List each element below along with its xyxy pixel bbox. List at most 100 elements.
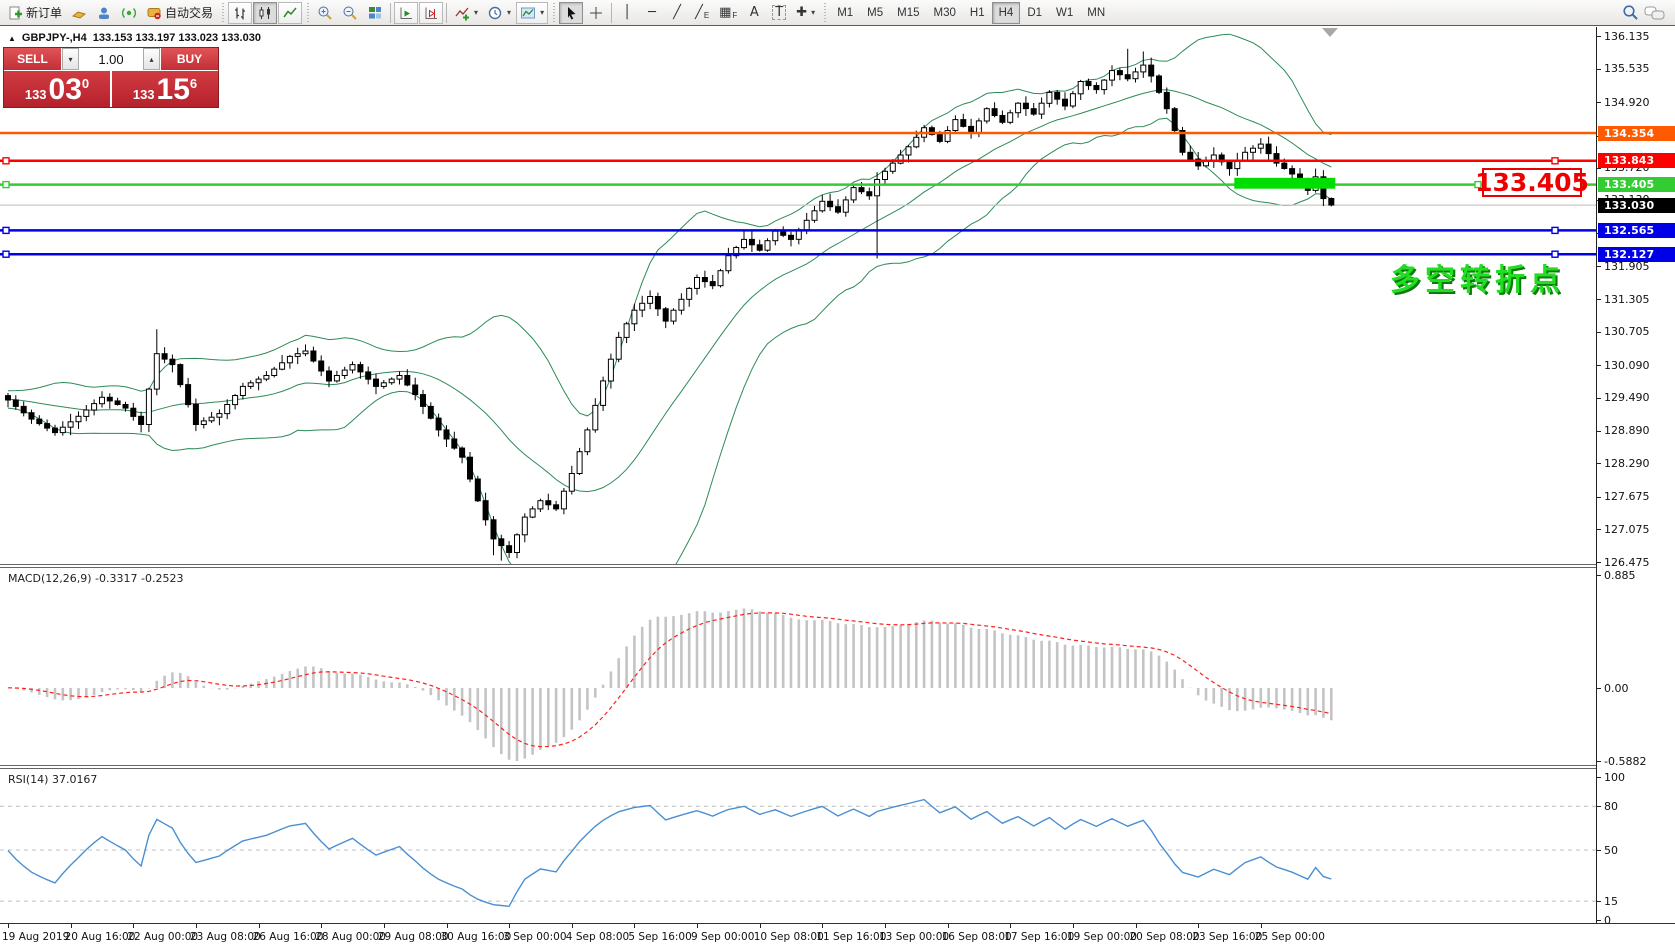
time-tick-label: 30 Aug 16:00 — [440, 931, 512, 943]
horizontal-line-icon: ─ — [648, 5, 656, 20]
price-line-tag: 132.127 — [1598, 246, 1675, 262]
price-line-tag: 132.565 — [1598, 222, 1675, 238]
highlight-zone[interactable] — [1234, 177, 1336, 189]
timeframe-button-h4[interactable]: H4 — [991, 1, 1021, 24]
vertical-line-tool-button[interactable]: │ — [615, 2, 639, 24]
auto-scroll-button[interactable] — [394, 1, 419, 24]
text-tool-icon: A — [749, 5, 759, 20]
trendline-tool-button[interactable]: ╱ — [665, 2, 689, 24]
channel-icon: ╱ — [694, 5, 703, 20]
price-tick-label: 128.290 — [1604, 456, 1650, 470]
time-tick-label: 22 Aug 00:00 — [127, 931, 199, 943]
arrows-tool-button[interactable]: ✚ ▾ — [792, 2, 819, 24]
time-tick-label: 16 Sep 08:00 — [941, 931, 1012, 943]
zoom-out-icon — [342, 5, 358, 21]
timeframe-button-d1[interactable]: D1 — [1020, 2, 1049, 24]
timeframe-button-m30[interactable]: M30 — [927, 2, 963, 24]
periods-button[interactable]: ▾ — [483, 2, 515, 24]
panel-divider[interactable] — [0, 564, 1675, 568]
buy-price-sup: 6 — [189, 76, 198, 91]
crosshair-icon — [588, 5, 604, 21]
price-callout-box[interactable]: 133.405 — [1475, 168, 1589, 197]
auto-scroll-icon — [398, 5, 414, 21]
chart-area[interactable]: ▲ GBPJPY-,H4 133.153 133.197 133.023 133… — [0, 27, 1675, 947]
volume-input[interactable]: 1.00 — [79, 48, 143, 70]
toolbar: 新订单 自动交易 — [0, 0, 1675, 26]
signals-icon — [121, 5, 137, 21]
crosshair-tool-button[interactable] — [584, 2, 608, 24]
buy-button[interactable]: BUY — [160, 48, 218, 70]
sell-price-display[interactable]: 133 03 0 — [4, 71, 112, 107]
price-tick-label: 130.090 — [1604, 358, 1650, 372]
price-line-tag: 133.405 — [1598, 177, 1675, 193]
profile-icon — [96, 5, 112, 21]
time-tick-label: 28 Aug 00:00 — [315, 931, 386, 943]
price-axis[interactable]: 136.135135.535134.920134.305133.720133.1… — [1596, 27, 1675, 927]
macd-tick-label: 0.885 — [1604, 568, 1636, 582]
volume-increase-button[interactable]: ▴ — [143, 48, 160, 70]
bar-chart-icon — [232, 5, 248, 21]
timeframe-buttons: M1 M5 M15 M30 H1 H4 D1 W1 MN — [830, 1, 1112, 24]
arrows-icon: ✚ — [796, 5, 808, 20]
time-tick-label: 3 Sep 00:00 — [503, 931, 567, 943]
new-order-button[interactable]: 新订单 — [3, 2, 66, 24]
fibonacci-tool-button[interactable]: ▦ F — [715, 2, 741, 24]
panel-divider[interactable] — [0, 765, 1675, 769]
add-indicator-button[interactable]: ▾ — [450, 2, 482, 24]
new-order-icon — [7, 5, 23, 21]
collapse-panel-icon[interactable]: ▲ — [8, 33, 16, 43]
toolbar-separator — [220, 2, 226, 23]
volume-decrease-button[interactable]: ▾ — [62, 48, 79, 70]
text-label-tool-button[interactable]: T — [767, 2, 791, 24]
axis-frame-line — [0, 923, 1675, 924]
template-icon — [520, 5, 536, 21]
tile-windows-button[interactable] — [363, 2, 387, 24]
chart-shift-marker-icon[interactable] — [1322, 28, 1338, 37]
virtual-hosting-button[interactable] — [92, 2, 116, 24]
signals-button[interactable] — [117, 2, 141, 24]
chart-shift-button[interactable] — [419, 1, 444, 24]
rsi-tick-label: 100 — [1604, 770, 1625, 784]
chat-icon[interactable] — [1644, 5, 1666, 21]
macd-indicator-panel[interactable] — [0, 568, 1596, 765]
fibonacci-sub-label: F — [732, 11, 738, 20]
channel-tool-button[interactable]: ╱ E — [690, 2, 714, 24]
main-price-chart[interactable] — [0, 27, 1596, 564]
bar-chart-button[interactable] — [228, 1, 253, 24]
price-tick-label: 127.075 — [1604, 522, 1650, 536]
timeframe-button-m1[interactable]: M1 — [830, 2, 860, 24]
timeframe-button-m15[interactable]: M15 — [890, 2, 926, 24]
candlestick-chart-button[interactable] — [253, 1, 278, 24]
cursor-icon — [563, 5, 579, 21]
annotation-note[interactable]: 多空转折点 — [1390, 264, 1565, 297]
time-tick-label: 10 Sep 08:00 — [753, 931, 824, 943]
timeframe-button-m5[interactable]: M5 — [860, 2, 890, 24]
sell-button[interactable]: SELL — [4, 48, 62, 70]
buy-price-display[interactable]: 133 15 6 — [112, 71, 218, 107]
zoom-in-button[interactable] — [313, 2, 337, 24]
add-indicator-icon — [454, 5, 470, 21]
time-axis[interactable]: 19 Aug 2019 20 Aug 16:00 22 Aug 00:00 23 Au… — [0, 924, 1675, 947]
toolbar-separator — [551, 2, 557, 23]
time-tick-label: 9 Sep 00:00 — [691, 931, 755, 943]
timeframe-button-h1[interactable]: H1 — [963, 2, 992, 24]
text-tool-button[interactable]: A — [742, 2, 766, 24]
price-line-tag: 134.354 — [1598, 125, 1675, 141]
timeframe-button-w1[interactable]: W1 — [1049, 2, 1080, 24]
dropdown-icon: ▾ — [811, 8, 816, 17]
search-icon[interactable] — [1622, 5, 1638, 21]
market-button[interactable] — [67, 2, 91, 24]
zoom-out-button[interactable] — [338, 2, 362, 24]
templates-button[interactable]: ▾ — [516, 1, 549, 24]
line-chart-icon — [282, 5, 298, 21]
rsi-indicator-panel[interactable] — [0, 769, 1596, 923]
autotrading-button[interactable]: 自动交易 — [142, 2, 217, 24]
macd-label: MACD(12,26,9) -0.3317 -0.2523 — [8, 572, 184, 585]
horizontal-line-tool-button[interactable]: ─ — [640, 2, 664, 24]
cursor-tool-button[interactable] — [559, 1, 584, 24]
symbol-header: ▲ GBPJPY-,H4 133.153 133.197 133.023 133… — [8, 32, 261, 44]
macd-tick-label: -0.5882 — [1604, 754, 1647, 768]
line-chart-button[interactable] — [278, 1, 303, 24]
timeframe-button-mn[interactable]: MN — [1080, 2, 1112, 24]
